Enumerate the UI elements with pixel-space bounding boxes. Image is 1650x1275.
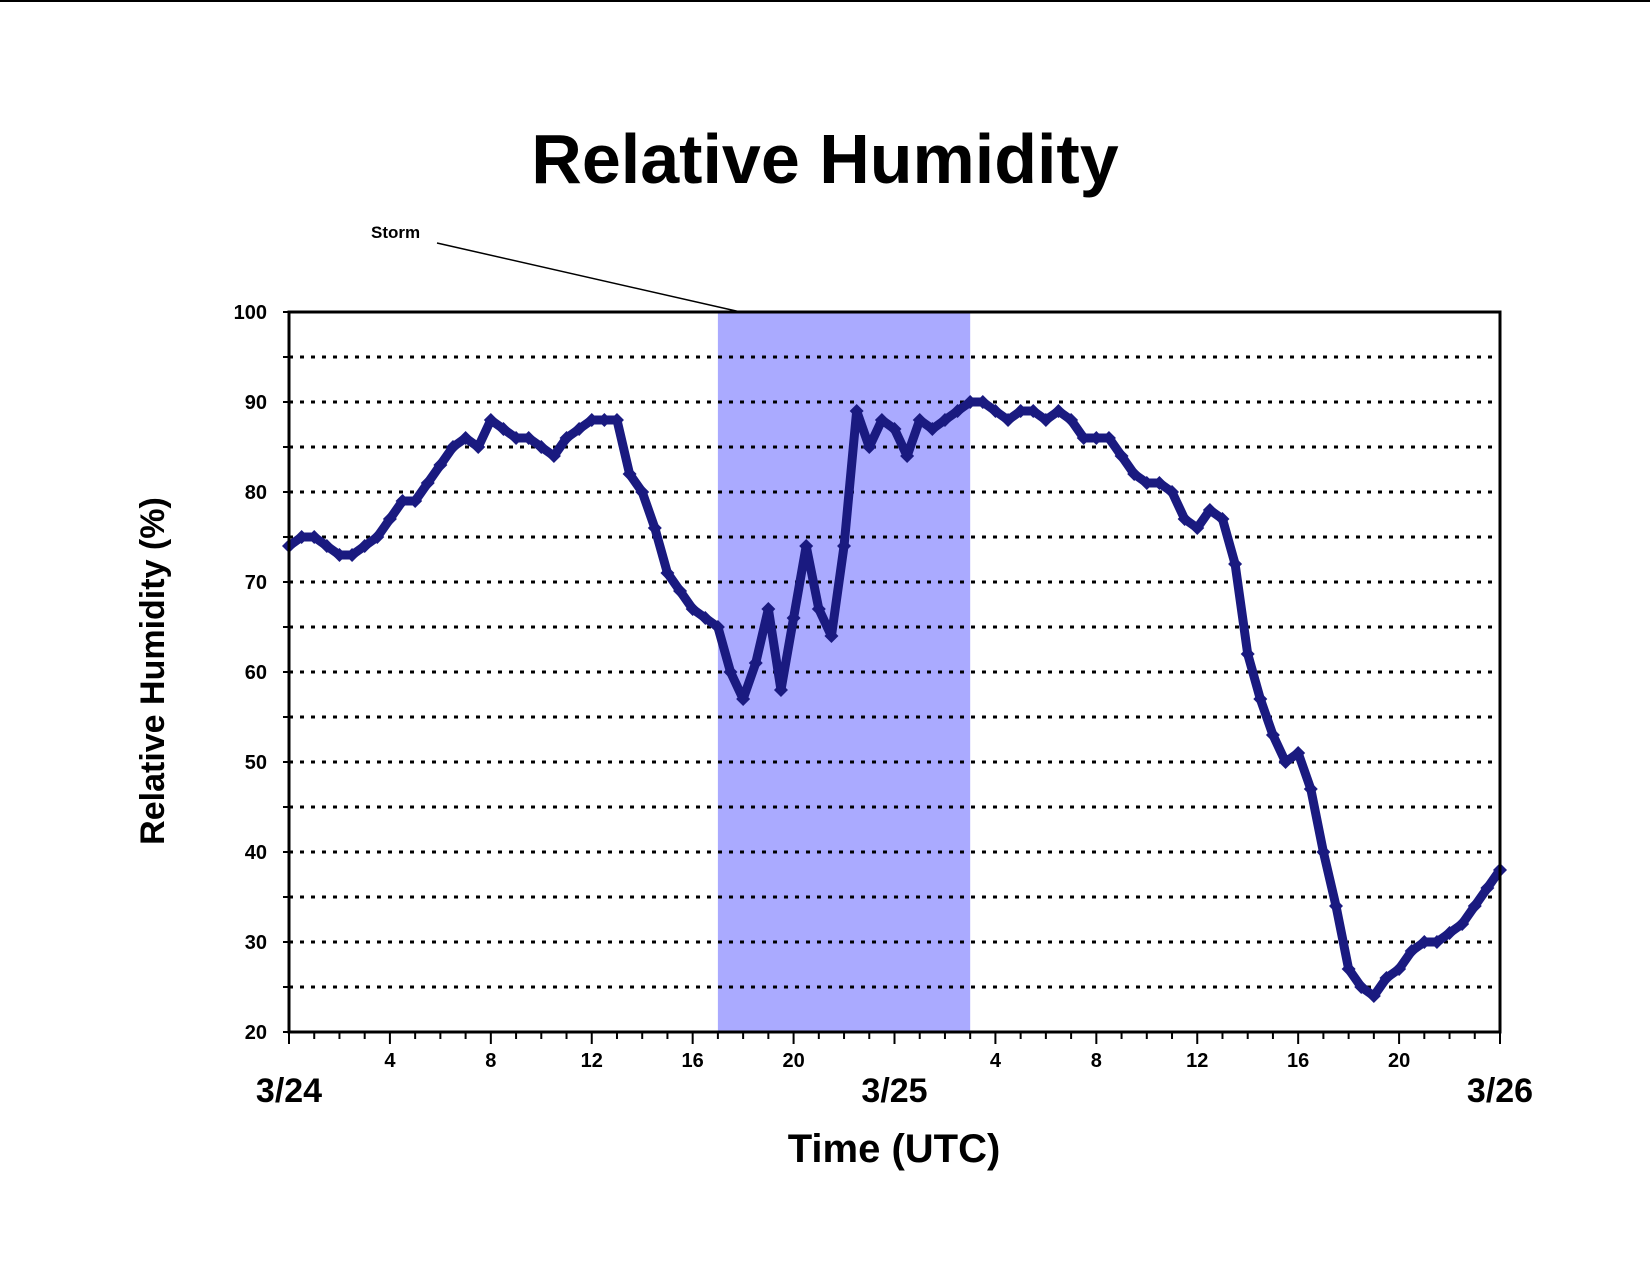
x-tick-label: 12 <box>1186 1050 1208 1072</box>
date-labels: 3/24 3/25 3/26 <box>256 1072 1533 1110</box>
x-tick-label: 8 <box>485 1050 496 1072</box>
y-tick-label: 30 <box>245 932 267 954</box>
grid-lines <box>289 355 1500 989</box>
y-tick-label: 40 <box>245 842 267 864</box>
x-axis-label: Time (UTC) <box>788 1127 1001 1171</box>
storm-annotation-label: Storm <box>371 223 420 242</box>
y-tick-label: 50 <box>245 752 267 774</box>
x-tick-label: 4 <box>990 1050 1002 1072</box>
y-tick-label: 60 <box>245 662 267 684</box>
x-tick-label: 20 <box>782 1050 804 1072</box>
date-label: 3/25 <box>861 1072 927 1110</box>
x-tick-label: 8 <box>1091 1050 1102 1072</box>
date-label: 3/26 <box>1467 1072 1533 1110</box>
y-axis-label: Relative Humidity (%) <box>134 497 172 845</box>
x-tick-label: 4 <box>384 1050 396 1072</box>
y-axis-ticks: 20 30 40 50 60 70 80 90 100 <box>234 302 289 1044</box>
top-border-rule <box>0 0 1650 2</box>
chart-title: Relative Humidity <box>531 120 1118 198</box>
storm-annotation-leader <box>436 242 741 313</box>
x-tick-label: 16 <box>682 1050 704 1072</box>
y-tick-label: 20 <box>245 1022 267 1044</box>
series-trace <box>286 397 1504 1001</box>
x-tick-label: 20 <box>1388 1050 1410 1072</box>
data-points <box>282 395 1507 1003</box>
date-label: 3/24 <box>256 1072 322 1110</box>
y-tick-label: 100 <box>234 302 267 324</box>
y-tick-label: 90 <box>245 392 267 414</box>
y-tick-label: 70 <box>245 572 267 594</box>
x-axis-ticks: 4 8 12 16 20 4 8 12 16 20 <box>288 1032 1501 1072</box>
x-tick-label: 16 <box>1287 1050 1309 1072</box>
y-tick-label: 80 <box>245 482 267 504</box>
x-tick-label: 12 <box>581 1050 603 1072</box>
plot-frame <box>287 310 1502 1034</box>
